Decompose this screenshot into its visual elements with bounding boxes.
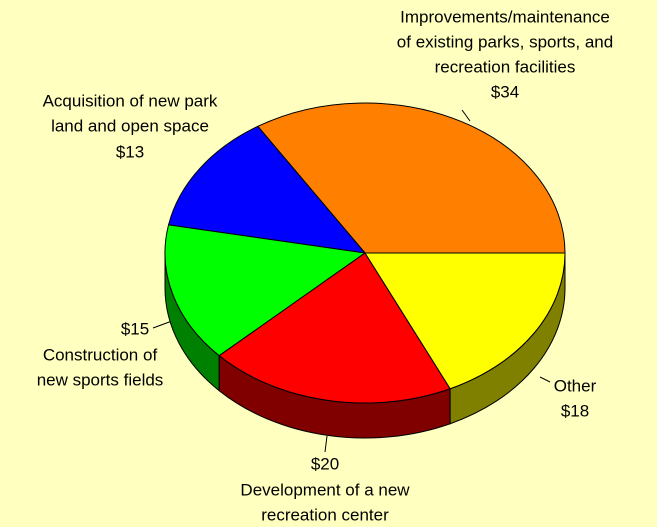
slice-label: of existing parks, sports, and bbox=[397, 32, 613, 51]
slice-label: Development of a new bbox=[240, 480, 410, 499]
leader-line bbox=[324, 435, 328, 453]
value-label: $15 bbox=[121, 319, 149, 338]
slice-label: Construction of bbox=[43, 345, 158, 364]
slice bbox=[164, 224, 367, 357]
slice-label: recreation facilities bbox=[435, 57, 576, 76]
slice bbox=[218, 252, 451, 404]
value-label: $13 bbox=[116, 142, 144, 161]
slice bbox=[364, 252, 566, 390]
value-label: $20 bbox=[311, 454, 339, 473]
slice-label: Improvements/maintenance bbox=[400, 7, 610, 26]
value-label: $18 bbox=[561, 401, 589, 420]
slice-label: Other bbox=[554, 376, 597, 395]
slice bbox=[167, 125, 367, 254]
slice-label: land and open space bbox=[51, 116, 209, 135]
slice-label: new sports fields bbox=[37, 370, 164, 389]
slice-label: Acquisition of new park bbox=[43, 91, 218, 110]
leader-line bbox=[152, 320, 173, 329]
slice-label: recreation center bbox=[261, 505, 389, 524]
leader-line bbox=[539, 376, 551, 383]
slice bbox=[257, 102, 566, 254]
value-label: $34 bbox=[491, 82, 519, 101]
leader-line bbox=[461, 109, 471, 122]
